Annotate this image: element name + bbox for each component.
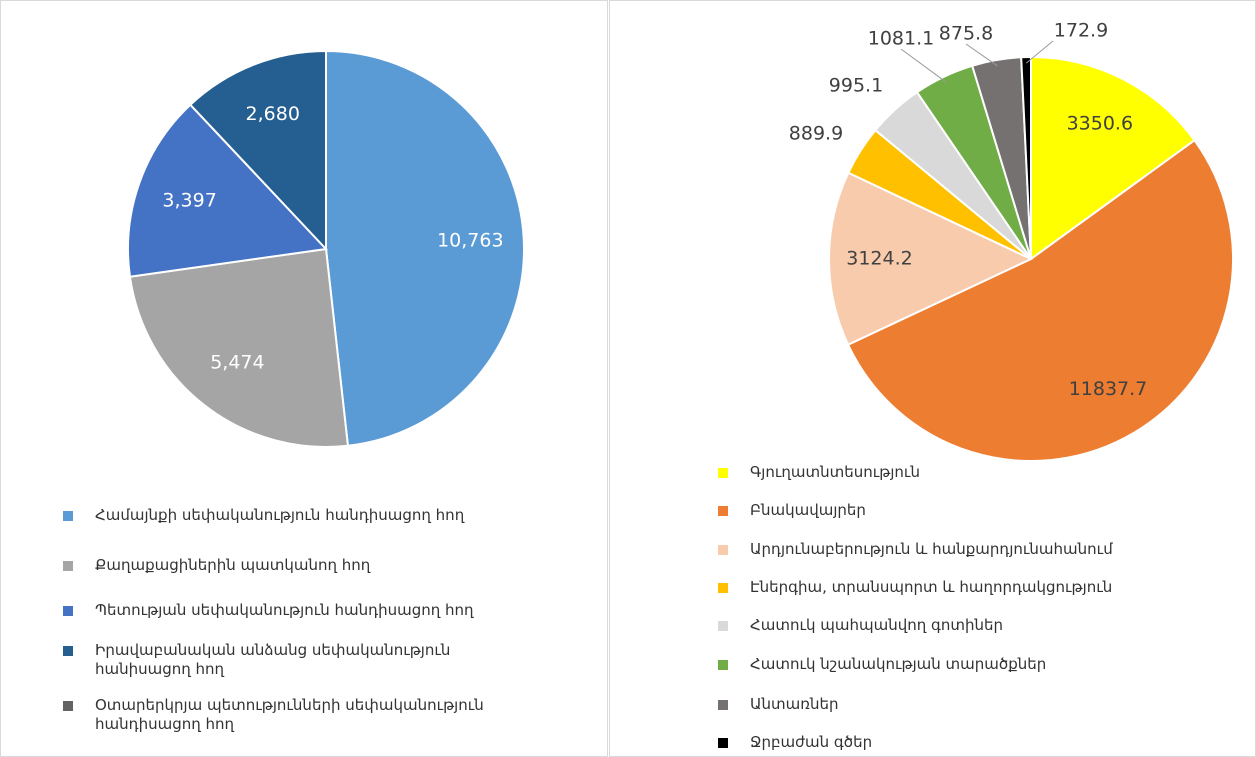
pie-slice [1030, 55, 1196, 261]
chart: 3350.6 11837.7 3124.2 889.9 995.1 1081.1 875.8… [789, 20, 1234, 462]
data-label: 3350.6 [1067, 113, 1133, 135]
legend-item: Հատուկ պահպանվող գոտիներ [718, 616, 1218, 635]
legend-label: Բնակավայրեր [750, 501, 866, 519]
legend-item: Էներգիա, տրանսպորտ և հաղորդակցություն [718, 578, 1218, 597]
legend-item: Գյուղատնտեսություն [718, 463, 1218, 482]
legend-item: Օտարերկրյա պետությունների սեփականություն… [63, 696, 543, 734]
legend-swatch [63, 701, 73, 711]
legend-swatch [718, 468, 728, 478]
legend-label: Պետության սեփականություն հանդիսացող հող [95, 601, 474, 619]
data-label: 889.9 [789, 123, 843, 145]
legend-label: Հատուկ պահպանվող գոտիներ [750, 616, 1004, 634]
legend-label: Համայնքի սեփականություն հանդիսացող հող [95, 506, 465, 524]
pie-slice [828, 171, 1034, 347]
data-label: 5,474 [210, 352, 264, 374]
legend-label: Քաղաքացիներին պատկանող հող [95, 556, 371, 574]
data-label: 995.1 [829, 75, 883, 97]
legend-item: Համայնքի սեփականություն հանդիսացող հող [63, 506, 543, 525]
legend-swatch [63, 646, 73, 656]
legend-item: Արդյունաբերություն և հանքարդյունահանում [718, 540, 1218, 559]
data-label: 11837.7 [1069, 378, 1148, 400]
legend-label: Գյուղատնտեսություն [750, 463, 920, 481]
legend-item: Բնակավայրեր [718, 501, 1218, 520]
pie-slice [128, 247, 350, 448]
legend-item: Ջրբաժան գծեր [718, 733, 1218, 752]
legend-swatch [718, 660, 728, 670]
legend-label: Իրավաբանական անձանց սեփականություն հանիս… [95, 641, 451, 678]
legend-item: Քաղաքացիներին պատկանող հող [63, 556, 543, 575]
legend-swatch [63, 561, 73, 571]
data-label: 2,680 [246, 103, 300, 125]
pie-slice [127, 103, 329, 278]
legend-label: Անտառներ [750, 695, 839, 713]
pie-slice [188, 49, 327, 252]
data-label: 875.8 [939, 23, 993, 45]
legend-label: Հատուկ նշանակության տարածքներ [750, 655, 1047, 673]
leader-line [965, 43, 998, 67]
legend-label: Արդյունաբերություն և հանքարդյունահանում [750, 540, 1113, 558]
chart: 10,763 5,474 3,397 2,680 [127, 49, 526, 448]
right-panel: 3350.6 11837.7 3124.2 889.9 995.1 1081.1 875.8… [609, 0, 1256, 757]
left-panel: 10,763 5,474 3,397 2,680 Համայնքի սեփականու… [0, 0, 608, 757]
leader-line [1025, 40, 1054, 64]
legend-label: Ջրբաժան գծեր [750, 733, 873, 751]
legend-swatch [718, 738, 728, 748]
data-label: 10,763 [437, 229, 503, 251]
legend-swatch [63, 606, 73, 616]
legend-item: Անտառներ [718, 695, 1218, 714]
legend-label: Էներգիա, տրանսպորտ և հաղորդակցություն [750, 578, 1113, 596]
legend-swatch [718, 545, 728, 555]
data-label: 3,397 [162, 190, 216, 212]
legend-item: Իրավաբանական անձանց սեփականություն հանիս… [63, 641, 543, 679]
legend-swatch [63, 511, 73, 521]
legend-item: Հատուկ նշանակության տարածքներ [718, 655, 1218, 674]
pie-slice [325, 49, 526, 447]
legend-item: Պետության սեփականություն հանդիսացող հող [63, 601, 543, 620]
pie-slice [1020, 55, 1032, 260]
data-label: 172.9 [1054, 20, 1108, 42]
legend-label: Օտարերկրյա պետությունների սեփականություն… [95, 696, 484, 733]
legend-swatch [718, 506, 728, 516]
leader-line [900, 48, 947, 83]
legend-swatch [718, 700, 728, 710]
legend-swatch [718, 621, 728, 631]
pie-slice [846, 138, 1234, 462]
data-label: 3124.2 [846, 247, 912, 269]
data-label: 1081.1 [868, 28, 934, 50]
legend-swatch [718, 583, 728, 593]
